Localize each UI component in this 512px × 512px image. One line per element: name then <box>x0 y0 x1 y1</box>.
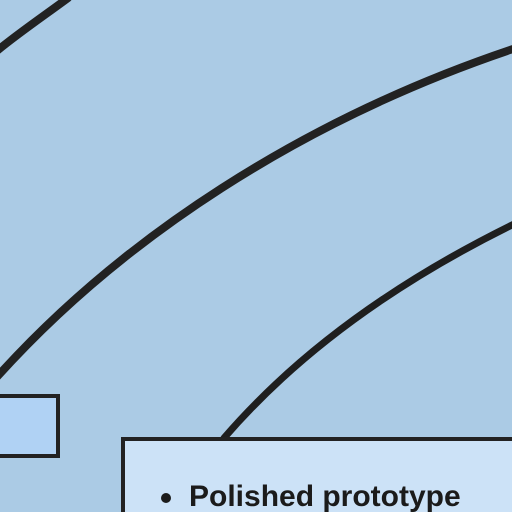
bullet-item: Polished prototype <box>161 479 461 512</box>
connector-curve-to-card <box>220 221 512 442</box>
bullet-dot <box>161 493 171 503</box>
connector-curve-middle <box>0 45 512 380</box>
connector-curve-top-left <box>0 0 72 54</box>
card-bullet-list: Polished prototype <box>161 479 461 512</box>
prototype-card: Polished prototype <box>121 437 512 512</box>
connector-curve-to-card-sketch <box>226 228 508 436</box>
bullet-text: Polished prototype <box>189 480 461 512</box>
left-node-box <box>0 394 60 458</box>
